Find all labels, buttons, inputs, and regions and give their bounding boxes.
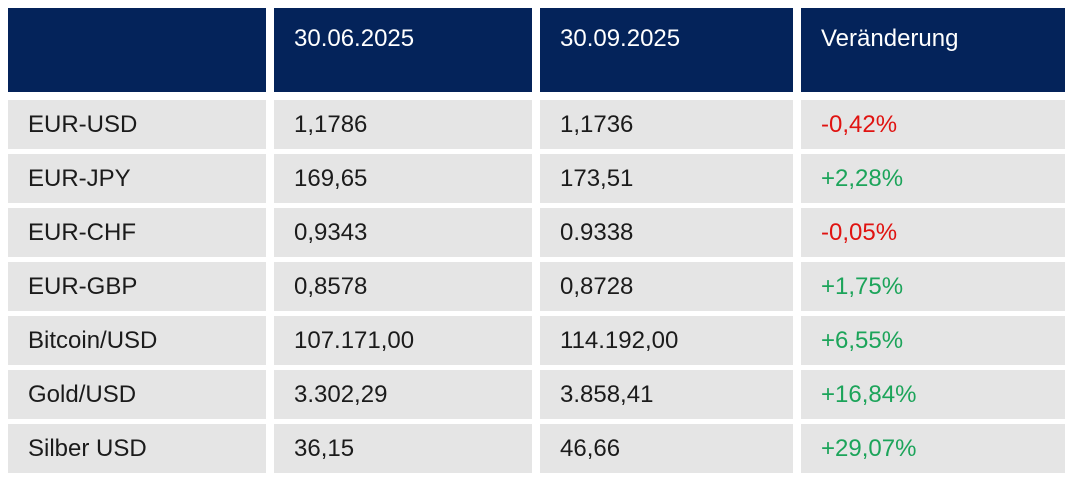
change-value: +1,75% [801,262,1065,311]
value-start: 3.302,29 [274,370,532,419]
table-body: EUR-USD 1,1786 1,1736 -0,42% EUR-JPY 169… [8,100,1065,473]
instrument-label: Silber USD [8,424,266,473]
instrument-label: EUR-CHF [8,208,266,257]
value-end: 1,1736 [540,100,793,149]
header-cell-empty [8,8,266,92]
header-cell-change: Veränderung [801,8,1065,92]
instrument-label: Bitcoin/USD [8,316,266,365]
instrument-label: EUR-JPY [8,154,266,203]
instrument-label: EUR-GBP [8,262,266,311]
header-cell-date-start: 30.06.2025 [274,8,532,92]
value-start: 1,1786 [274,100,532,149]
instrument-label: Gold/USD [8,370,266,419]
table-row-gold-usd: Gold/USD 3.302,29 3.858,41 +16,84% [8,370,1065,419]
value-end: 173,51 [540,154,793,203]
value-end: 46,66 [540,424,793,473]
value-start: 169,65 [274,154,532,203]
change-value: +16,84% [801,370,1065,419]
value-start: 107.171,00 [274,316,532,365]
change-value: +2,28% [801,154,1065,203]
instrument-label: EUR-USD [8,100,266,149]
value-start: 0,8578 [274,262,532,311]
table-row-eur-jpy: EUR-JPY 169,65 173,51 +2,28% [8,154,1065,203]
table-header-row: 30.06.2025 30.09.2025 Veränderung [8,8,1065,92]
value-end: 114.192,00 [540,316,793,365]
value-start: 0,9343 [274,208,532,257]
change-value: -0,05% [801,208,1065,257]
market-table: 30.06.2025 30.09.2025 Veränderung EUR-US… [8,8,1065,473]
value-start: 36,15 [274,424,532,473]
header-cell-date-end: 30.09.2025 [540,8,793,92]
value-end: 0.9338 [540,208,793,257]
value-end: 0,8728 [540,262,793,311]
table-row-eur-usd: EUR-USD 1,1786 1,1736 -0,42% [8,100,1065,149]
change-value: +6,55% [801,316,1065,365]
change-value: -0,42% [801,100,1065,149]
change-value: +29,07% [801,424,1065,473]
table-row-eur-gbp: EUR-GBP 0,8578 0,8728 +1,75% [8,262,1065,311]
value-end: 3.858,41 [540,370,793,419]
table-row-bitcoin-usd: Bitcoin/USD 107.171,00 114.192,00 +6,55% [8,316,1065,365]
table-row-silber-usd: Silber USD 36,15 46,66 +29,07% [8,424,1065,473]
table-row-eur-chf: EUR-CHF 0,9343 0.9338 -0,05% [8,208,1065,257]
